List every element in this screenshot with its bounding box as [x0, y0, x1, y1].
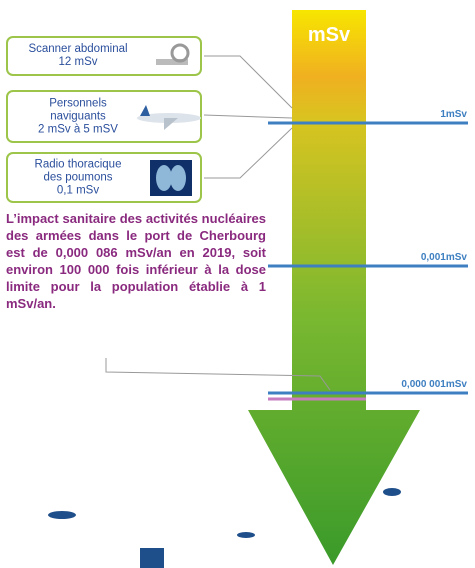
arrow-label: mSv [292, 24, 366, 47]
box-line: Personnels [12, 97, 144, 110]
infographic: mSv Scanner abdominal12 mSv Personnelsna… [0, 0, 475, 568]
scanner-icon [152, 41, 192, 71]
box-line: naviguants [12, 110, 144, 123]
box-line: 0,1 mSv [12, 184, 144, 197]
box-line: Scanner abdominal [12, 43, 144, 56]
impact-text: L’impact sanitaire des activités nucléai… [6, 210, 266, 312]
dose-arrow [248, 10, 420, 565]
level-label: 0,000 001mSv [401, 379, 467, 390]
level-label: 1mSv [440, 109, 467, 120]
box-line: 12 mSv [12, 56, 144, 69]
level-label: 0,001mSv [421, 252, 467, 263]
box-line: Radio thoracique [12, 158, 144, 171]
box-line: 2 mSv à 5 mSV [12, 123, 144, 136]
box-line: des poumons [12, 171, 144, 184]
xray-icon [150, 160, 192, 196]
plane-icon [134, 102, 204, 132]
